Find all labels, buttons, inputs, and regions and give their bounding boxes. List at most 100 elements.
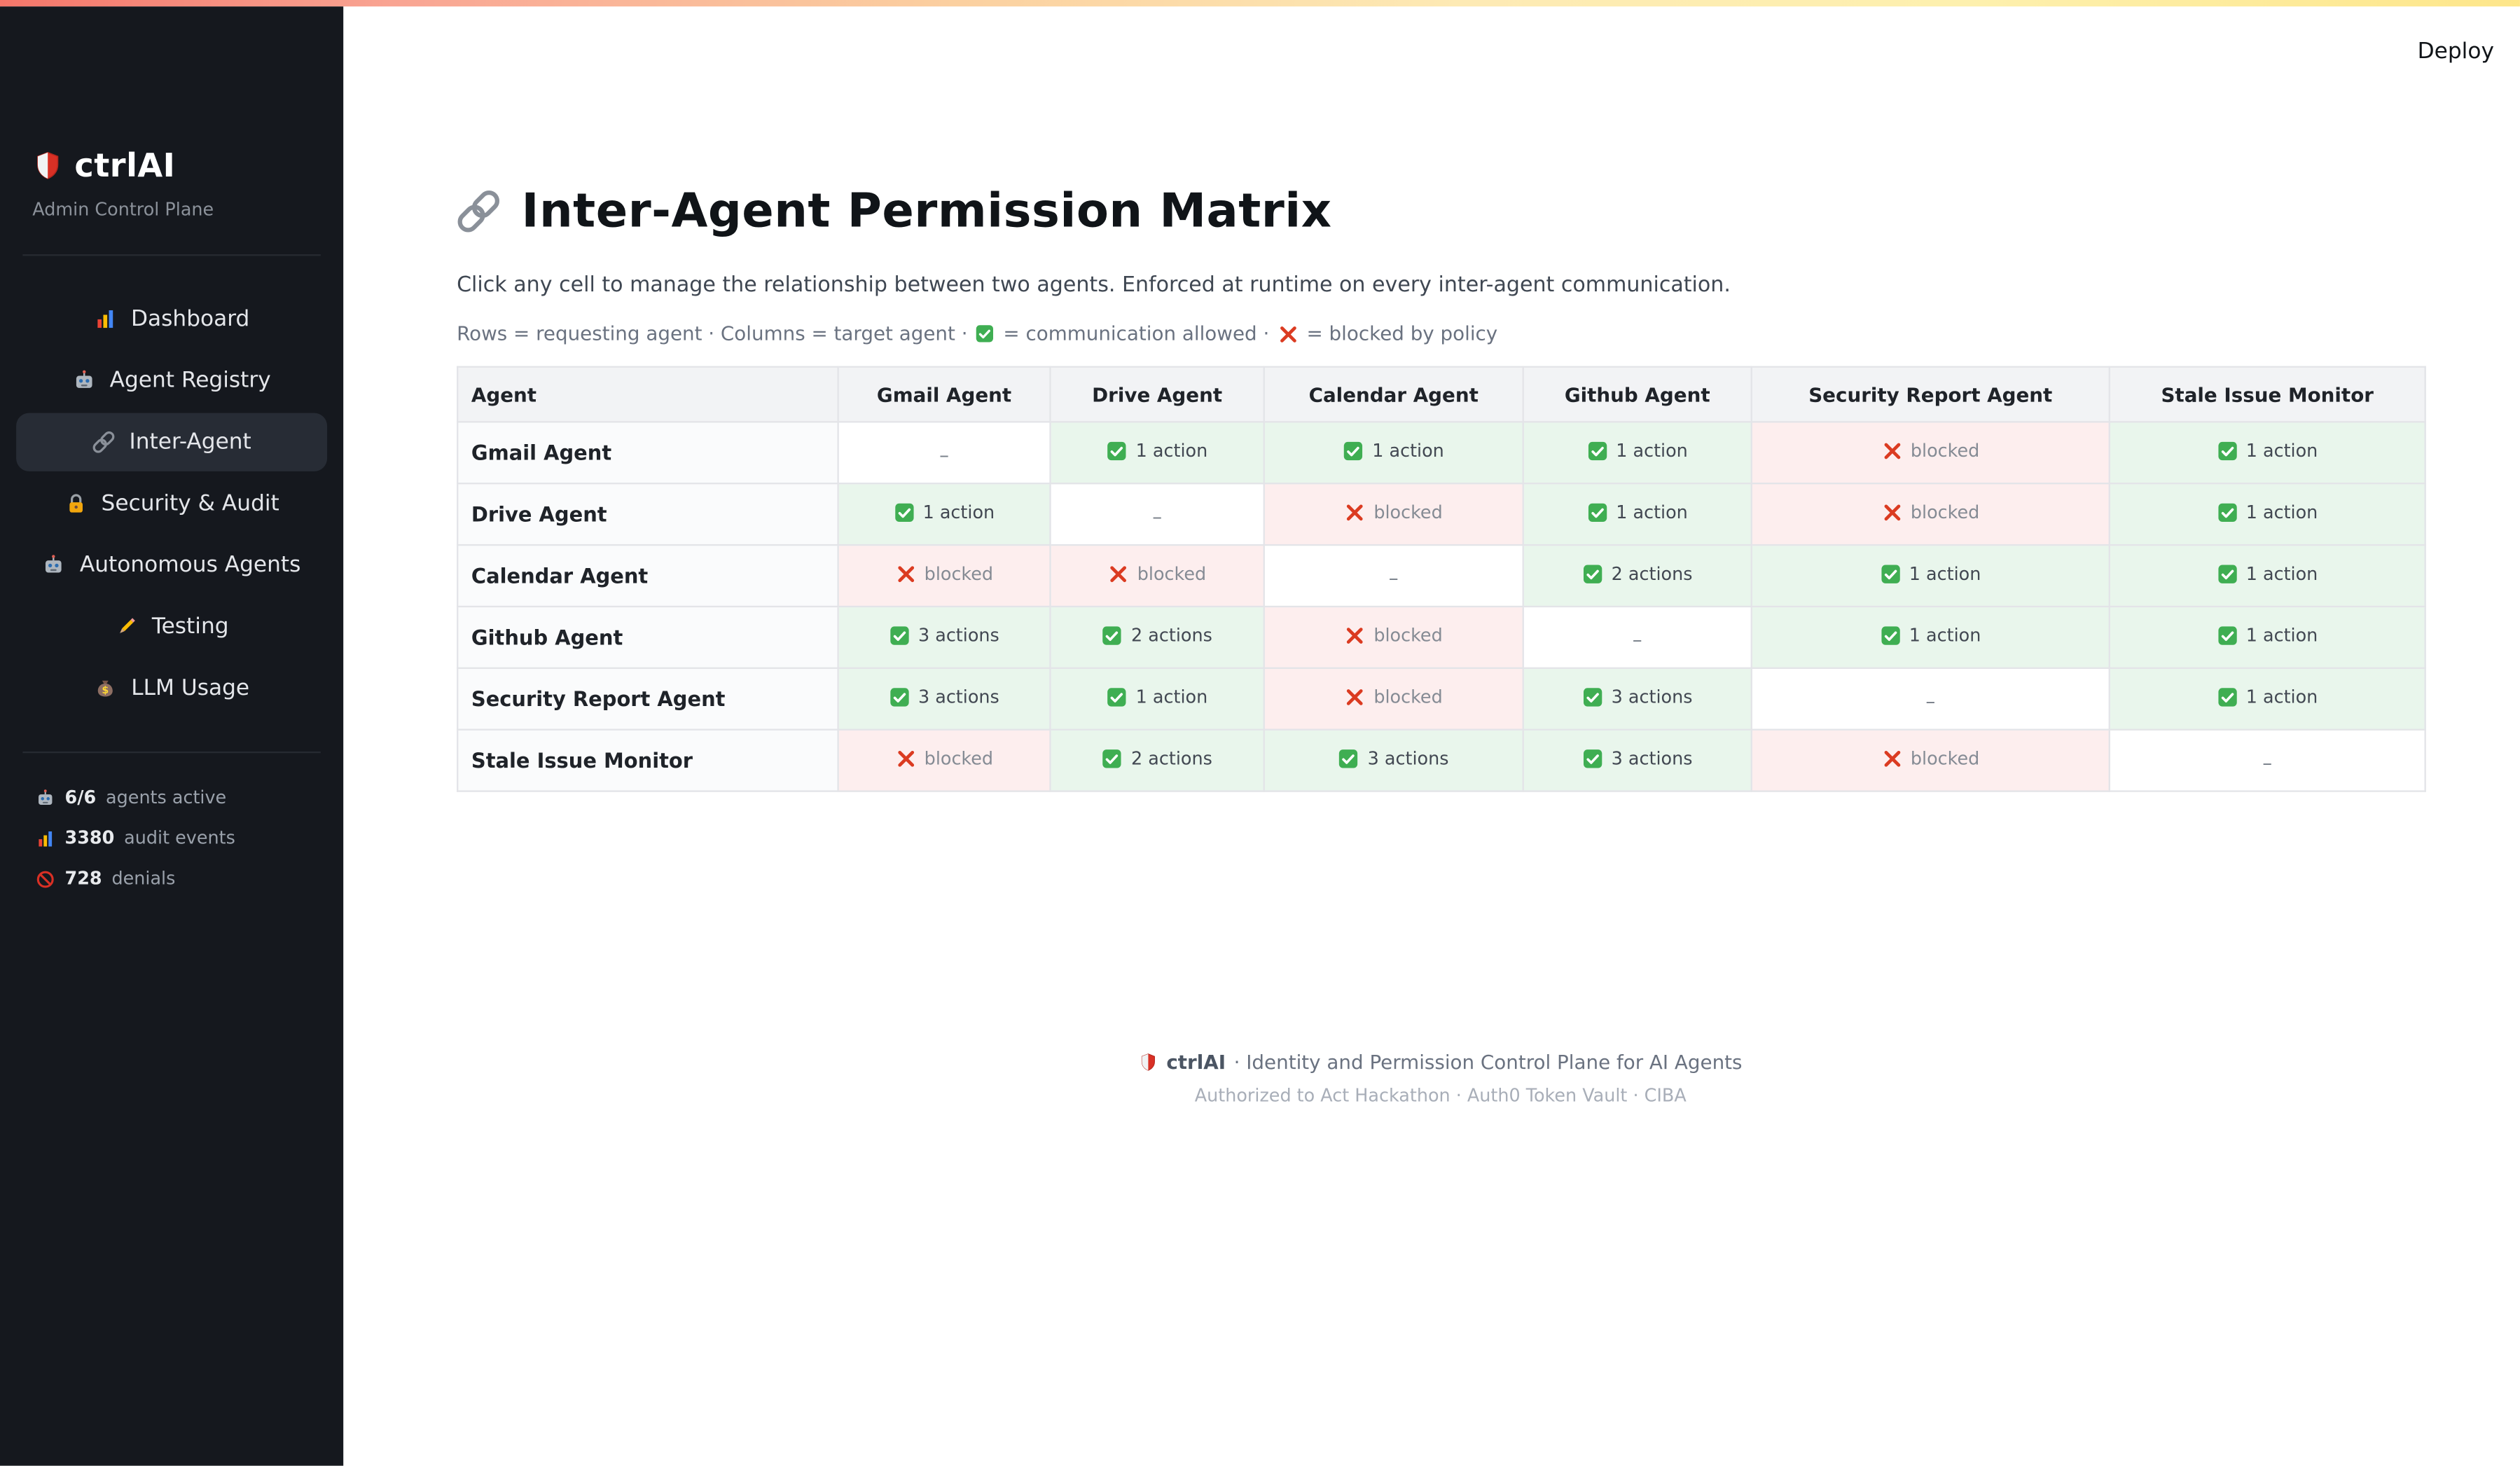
brand: ctrlAI [32, 146, 343, 185]
money-bag-icon: $ [94, 677, 116, 700]
permission-matrix-table: Agent Gmail Agent Drive Agent Calendar Agen… [457, 366, 2426, 792]
matrix-cell-blocked[interactable]: blocked [1263, 605, 1524, 669]
footer-line2: Authorized to Act Hackathon · Auth0 Toke… [1194, 1085, 1687, 1107]
check-icon [2217, 502, 2238, 523]
sidebar-item-testing[interactable]: Testing [16, 597, 327, 656]
cell-content: blocked [1345, 502, 1443, 523]
svg-text:$: $ [102, 685, 109, 696]
main-content: Inter-Agent Permission Matrix Click any … [457, 0, 2426, 1107]
cell-content: 1 action [2217, 625, 2318, 646]
cell-label: 2 actions [1611, 563, 1693, 585]
matrix-cell-allowed[interactable]: 1 action [1263, 421, 1524, 485]
check-icon [1880, 625, 1901, 646]
matrix-cell-allowed[interactable]: 1 action [1750, 605, 2110, 669]
matrix-cell-blocked[interactable]: blocked [1750, 728, 2110, 792]
cell-content: 1 action [2217, 686, 2318, 707]
shield-logo-icon [32, 150, 63, 181]
self-cell-dash: – [1152, 505, 1163, 528]
matrix-cell-allowed[interactable]: 1 action [1750, 544, 2110, 608]
footer: ctrlAI · Identity and Permission Control… [457, 1051, 2424, 1107]
matrix-cell-allowed[interactable]: 2 actions [1049, 605, 1265, 669]
page-title-text: Inter-Agent Permission Matrix [521, 183, 1332, 238]
sidebar-item-label: Inter-Agent [129, 429, 251, 455]
matrix-cell-blocked[interactable]: blocked [1049, 544, 1265, 608]
sidebar-item-autonomous-agents[interactable]: Autonomous Agents [16, 536, 327, 594]
check-icon [1338, 748, 1359, 769]
matrix-cell-allowed[interactable]: 3 actions [837, 667, 1051, 731]
matrix-cell-allowed[interactable]: 2 actions [1049, 728, 1265, 792]
column-header-gmail-agent: Gmail Agent [837, 366, 1051, 423]
matrix-cell-blocked[interactable]: blocked [1263, 483, 1524, 546]
self-cell-dash: – [1388, 567, 1399, 590]
matrix-row-drive-agent: Drive Agent 1 action – blocked 1 action block… [457, 483, 2426, 546]
link-icon [457, 188, 500, 232]
matrix-cell-allowed[interactable]: 3 actions [1522, 728, 1752, 792]
x-icon [895, 748, 916, 769]
row-label-gmail-agent: Gmail Agent [457, 421, 839, 485]
sidebar-item-dashboard[interactable]: Dashboard [16, 290, 327, 348]
x-icon [1345, 625, 1366, 646]
sidebar-divider-top [22, 254, 321, 256]
sidebar-item-inter-agent[interactable]: Inter-Agent [16, 413, 328, 471]
column-header-agent: Agent [457, 366, 839, 423]
stat-value: 3380 [64, 827, 115, 849]
matrix-cell-allowed[interactable]: 1 action [2108, 667, 2426, 731]
cell-content: blocked [1345, 625, 1443, 646]
cell-label: 1 action [1135, 686, 1208, 708]
matrix-cell-allowed[interactable]: 3 actions [1522, 667, 1752, 731]
check-icon [894, 502, 915, 523]
cell-label: 1 action [1909, 625, 1981, 646]
sidebar-item-agent-registry[interactable]: Agent Registry [16, 352, 327, 410]
bar-chart-icon [36, 829, 55, 848]
cell-content: 1 action [1587, 502, 1688, 523]
matrix-cell-allowed[interactable]: 1 action [1049, 667, 1265, 731]
matrix-cell-allowed[interactable]: 1 action [1522, 483, 1752, 546]
column-header-drive-agent: Drive Agent [1049, 366, 1265, 423]
cell-content: blocked [895, 748, 993, 769]
matrix-cell-allowed[interactable]: 2 actions [1522, 544, 1752, 608]
check-icon [889, 686, 910, 707]
matrix-cell-blocked[interactable]: blocked [1750, 483, 2110, 546]
check-icon [1880, 564, 1901, 585]
cell-label: 1 action [1135, 440, 1208, 462]
sidebar-item-label: Security & Audit [101, 490, 279, 517]
matrix-cell-blocked[interactable]: blocked [837, 544, 1051, 608]
matrix-cell-allowed[interactable]: 1 action [2108, 544, 2426, 608]
cell-label: 1 action [2245, 686, 2318, 708]
matrix-cell-allowed[interactable]: 3 actions [1263, 728, 1524, 792]
cell-label: 1 action [1909, 563, 1981, 585]
matrix-cell-allowed[interactable]: 3 actions [837, 605, 1051, 669]
x-icon [1881, 441, 1902, 462]
cell-label: blocked [1373, 625, 1443, 646]
legend-text-3: = blocked by policy [1306, 322, 1498, 345]
sidebar-item-security-audit[interactable]: Security & Audit [16, 475, 327, 533]
matrix-cell-blocked[interactable]: blocked [1263, 667, 1524, 731]
cell-label: blocked [1910, 440, 1980, 462]
matrix-cell-allowed[interactable]: 1 action [2108, 483, 2426, 546]
cell-content: blocked [1345, 686, 1443, 707]
deploy-button[interactable]: Deploy [2417, 39, 2494, 65]
matrix-cell-allowed[interactable]: 1 action [2108, 421, 2426, 485]
matrix-row-calendar-agent: Calendar Agent blocked blocked – 2 actions 1 … [457, 544, 2426, 608]
matrix-cell-allowed[interactable]: 1 action [2108, 605, 2426, 669]
x-icon [895, 564, 916, 585]
matrix-row-stale-issue-monitor: Stale Issue Monitor blocked 2 actions 3 act… [457, 728, 2426, 792]
sidebar-item-label: Dashboard [131, 306, 250, 333]
matrix-cell-blocked[interactable]: blocked [837, 728, 1051, 792]
matrix-cell-allowed[interactable]: 1 action [837, 483, 1051, 546]
sidebar-item-llm-usage[interactable]: $ LLM Usage [16, 659, 327, 717]
stat-label: agents active [106, 787, 227, 808]
cell-label: blocked [1373, 502, 1443, 523]
lock-icon [64, 492, 86, 515]
footer-shield-icon [1139, 1053, 1158, 1072]
matrix-cell-allowed[interactable]: 1 action [1522, 421, 1752, 485]
matrix-cell-allowed[interactable]: 1 action [1049, 421, 1265, 485]
cell-label: 3 actions [918, 625, 999, 646]
matrix-cell-blocked[interactable]: blocked [1750, 421, 2110, 485]
row-label-drive-agent: Drive Agent [457, 483, 839, 546]
check-icon [1582, 748, 1603, 769]
matrix-legend: Rows = requesting agent · Columns = targ… [457, 322, 2424, 345]
row-label-security-report-agent: Security Report Agent [457, 667, 839, 731]
pencil-icon [115, 616, 137, 638]
cell-content: 1 action [1107, 441, 1207, 462]
